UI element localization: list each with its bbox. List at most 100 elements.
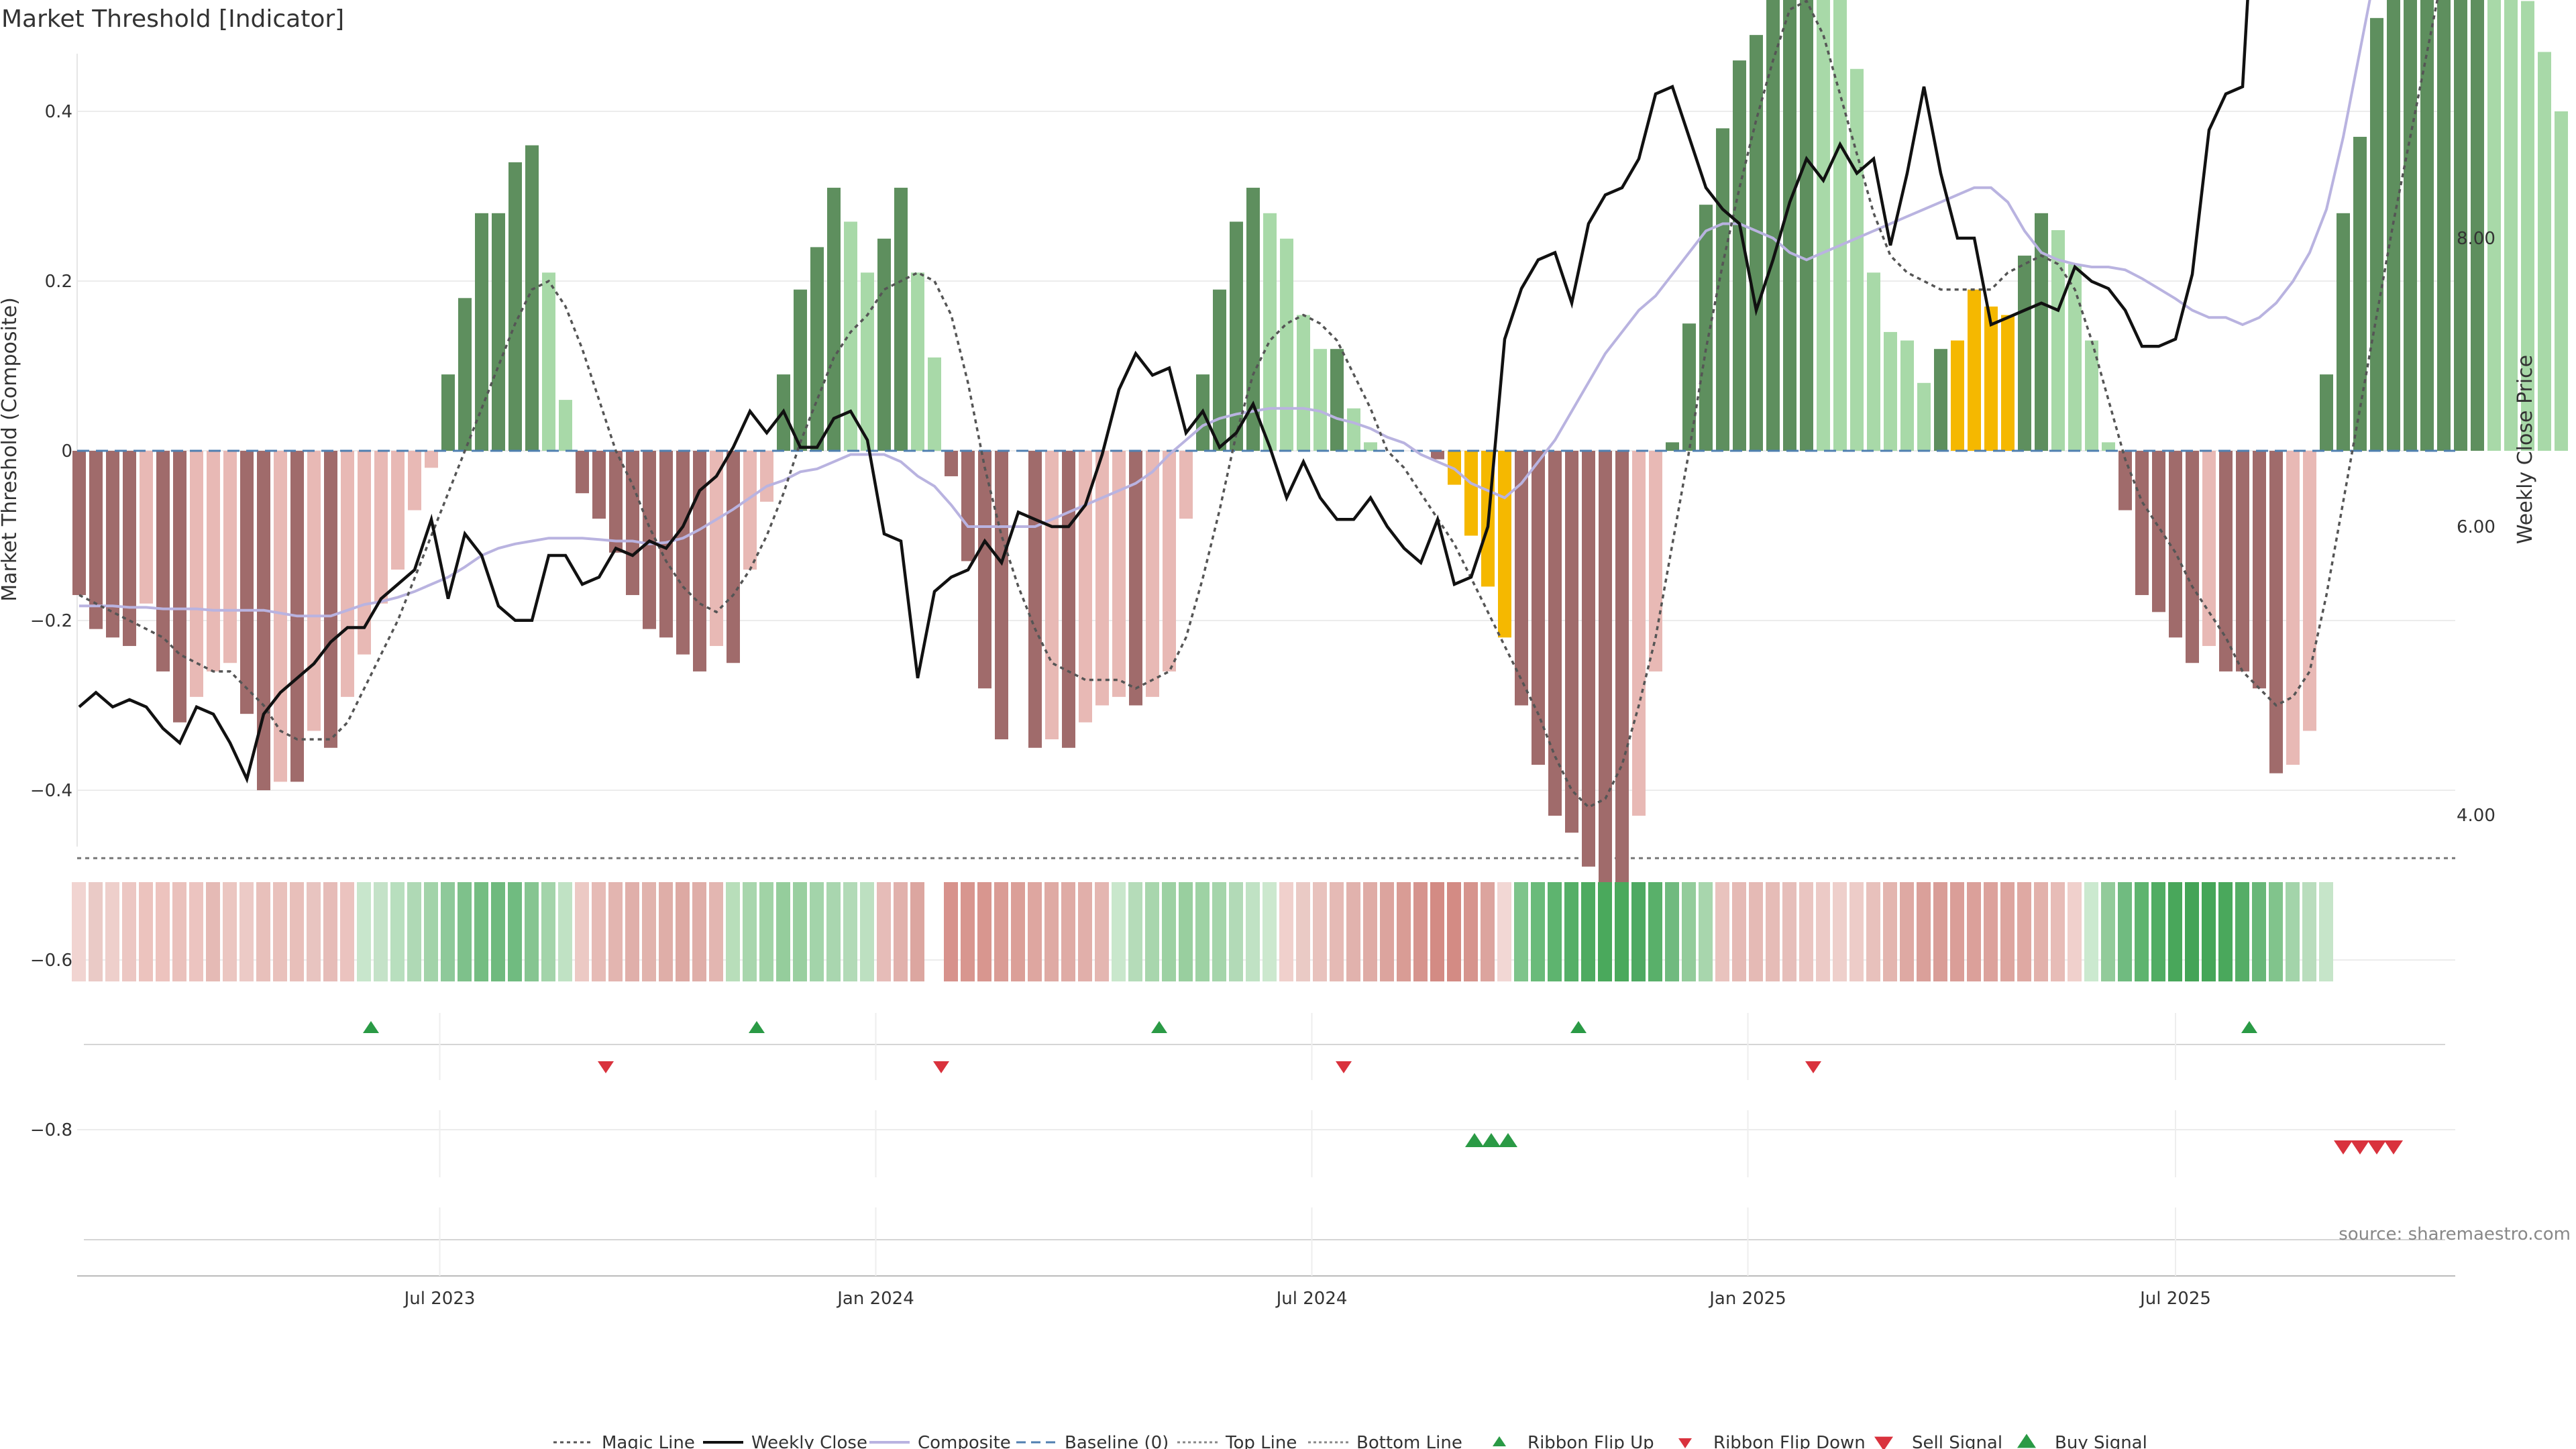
legend: Magic Line Weekly Close Composite Baseline … [553, 1433, 2147, 1449]
ribbon-cell [1044, 882, 1059, 981]
ribbon-cell [1715, 882, 1729, 981]
y2-tick-label: 6.00 [2457, 517, 2496, 537]
composite-bar [1615, 451, 1629, 952]
ribbon-cell [1984, 882, 1998, 981]
composite-bar [1867, 272, 1880, 451]
ribbon-cell [625, 882, 639, 981]
ribbon-cell [256, 882, 270, 981]
x-axis-ticks: Jul 2023 Jan 2024 Jul 2024 Jan 2025 Jul 2025 [403, 1013, 2211, 1309]
ribbon-flip-up-marker [1570, 1021, 1587, 1033]
ribbon-cell [407, 882, 421, 981]
x-tick-label: Jul 2025 [2139, 1289, 2211, 1309]
ribbon-cell [474, 882, 488, 981]
ribbon-cell [592, 882, 606, 981]
ribbon-cell [1849, 882, 1864, 981]
ribbon-cell [1195, 882, 1210, 981]
y-tick-label: 0.2 [45, 272, 72, 292]
ribbon-cell [608, 882, 623, 981]
ribbon-cell [239, 882, 254, 981]
composite-bar [1632, 451, 1646, 816]
legend-item: Sell Signal [1874, 1433, 2002, 1449]
composite-bar [1917, 382, 1931, 451]
composite-bar [492, 213, 505, 451]
ribbon-cell [1279, 882, 1293, 981]
legend-label: Ribbon Flip Up [1527, 1433, 1654, 1449]
composite-bar [894, 187, 908, 451]
sell-signal-marker [2351, 1140, 2369, 1155]
ribbon-cell [1883, 882, 1897, 981]
composite-bar [1951, 340, 1964, 451]
ribbon-flip-down-marker [933, 1061, 949, 1073]
composite-bar [542, 272, 555, 451]
ribbon-cell [1933, 882, 1947, 981]
source-note: source: sharemaestro.com [2339, 1224, 2571, 1244]
ribbon-cell [826, 882, 841, 981]
ribbon-cell [843, 882, 857, 981]
x-tick-label: Jan 2024 [836, 1289, 914, 1309]
composite-bar [2169, 451, 2182, 638]
composite-bar [559, 400, 572, 451]
composite-bar [2186, 451, 2199, 663]
ribbon-cell [1481, 882, 1495, 981]
ribbon-cell [692, 882, 706, 981]
ribbon-cell [1648, 882, 1662, 981]
composite-bar [2035, 213, 2048, 451]
ribbon-cell [810, 882, 824, 981]
ribbon-cell [1212, 882, 1226, 981]
composite-bar [810, 247, 824, 451]
composite-bar [1297, 315, 1310, 451]
composite-bar [2236, 451, 2249, 672]
ribbon-cell [1564, 882, 1578, 981]
composite-bar [2320, 374, 2333, 451]
composite-bar [1213, 289, 1226, 451]
ribbon-cell [1430, 882, 1444, 981]
ribbon-cell [944, 882, 958, 981]
x-tick-label: Jul 2024 [1275, 1289, 1348, 1309]
ribbon-cell [441, 882, 455, 981]
composite-bar [1112, 451, 1126, 697]
legend-item: Bottom Line [1308, 1433, 1462, 1449]
ribbon-strip [72, 882, 2333, 981]
y-tick-label: −0.4 [30, 781, 72, 801]
sell-signal-marker [2334, 1140, 2353, 1155]
composite-bar [2404, 0, 2417, 451]
ribbon-cell [1346, 882, 1360, 981]
ribbon-cell [139, 882, 153, 981]
ribbon-cell [2185, 882, 2199, 981]
composite-bar [341, 451, 354, 697]
ribbon-cell [424, 882, 438, 981]
ribbon-cell [1095, 882, 1109, 981]
ribbon-cell [1112, 882, 1126, 981]
composite-bar [1263, 213, 1277, 451]
composite-bar [89, 451, 103, 629]
composite-bar [257, 451, 270, 790]
ribbon-cell [2118, 882, 2132, 981]
ribbon-flip-down-marker [1805, 1061, 1821, 1073]
weekly-close-line [78, 0, 2249, 784]
ribbon-cell [1548, 882, 1562, 981]
ribbon-cell [1380, 882, 1394, 981]
composite-bar [1750, 35, 1763, 451]
ribbon-cell [894, 882, 908, 981]
composite-bar [307, 451, 321, 731]
composite-bar [72, 451, 86, 596]
composite-bar [676, 451, 690, 655]
ribbon-cell [340, 882, 354, 981]
ribbon-flip-up-marker [749, 1021, 765, 1033]
ribbon-cell [2168, 882, 2182, 981]
composite-bar [173, 451, 186, 722]
ribbon-cell [2017, 882, 2031, 981]
composite-bar [2353, 136, 2367, 451]
composite-bar [156, 451, 170, 672]
ribbon-cell [1749, 882, 1763, 981]
ribbon-cell [1330, 882, 1344, 981]
x-tick-label: Jul 2023 [403, 1289, 476, 1309]
ribbon-cell [2051, 882, 2065, 981]
composite-bar [1548, 451, 1562, 816]
ribbon-cell [1413, 882, 1428, 981]
ribbon-cell [508, 882, 522, 981]
signal-markers [77, 1021, 2455, 1277]
ribbon-cell [961, 882, 975, 981]
composite-bar [425, 451, 438, 468]
ribbon-cell [323, 882, 337, 981]
